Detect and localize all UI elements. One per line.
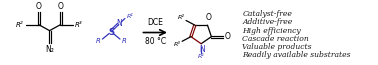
Text: R¹: R¹: [198, 54, 204, 59]
Text: DCE: DCE: [147, 18, 163, 27]
Text: High efficiency: High efficiency: [242, 27, 301, 35]
Text: N₂: N₂: [45, 45, 54, 54]
Text: R³: R³: [174, 42, 181, 47]
Text: R: R: [96, 38, 101, 44]
Text: Catalyst-free: Catalyst-free: [242, 10, 292, 18]
Text: Additive-free: Additive-free: [242, 18, 293, 26]
Text: R: R: [122, 38, 127, 44]
Text: O: O: [36, 2, 42, 11]
Text: O: O: [58, 2, 64, 11]
Text: R³: R³: [75, 22, 83, 28]
Text: R¹: R¹: [127, 14, 134, 19]
Text: Readily available substrates: Readily available substrates: [242, 51, 351, 59]
Text: S: S: [108, 28, 114, 37]
Text: R²: R²: [178, 14, 185, 20]
Text: R²: R²: [16, 22, 24, 28]
Text: Valuable products: Valuable products: [242, 43, 312, 51]
Text: N: N: [116, 19, 122, 28]
Text: Cascade reaction: Cascade reaction: [242, 35, 309, 43]
Text: O: O: [206, 13, 211, 22]
Text: O: O: [225, 32, 231, 41]
Text: N: N: [199, 45, 205, 54]
Text: 80 °C: 80 °C: [145, 37, 166, 46]
